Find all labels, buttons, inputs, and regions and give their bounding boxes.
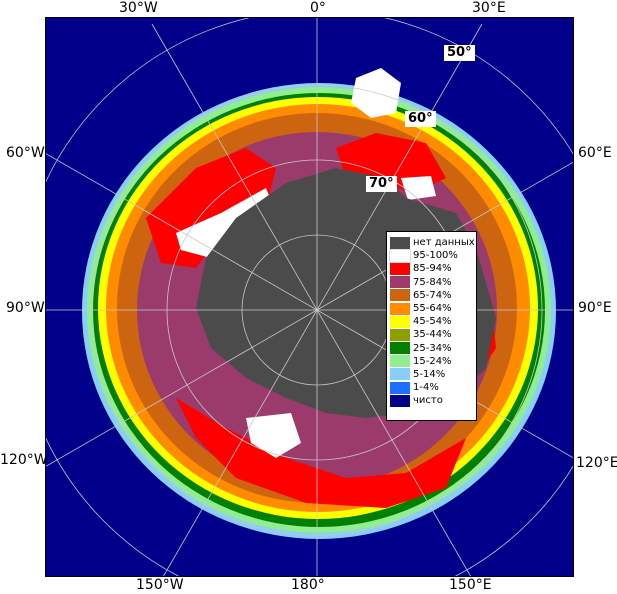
legend-item: 85-94% — [390, 262, 476, 275]
legend-label: 35-44% — [413, 329, 452, 341]
legend-label: чисто — [413, 395, 443, 407]
legend-swatch — [390, 236, 410, 249]
legend-swatch — [390, 315, 410, 328]
lon-label-180: 180° — [291, 577, 325, 593]
legend-label: 65-74% — [413, 289, 452, 301]
legend-swatch — [390, 381, 410, 394]
legend-swatch — [390, 276, 410, 289]
meridian-60e-120w — [46, 161, 573, 467]
legend-label: 1-4% — [413, 382, 439, 394]
legend-swatch — [390, 302, 410, 315]
legend-item: 95-100% — [389, 248, 476, 263]
legend-item: 45-54% — [390, 315, 476, 328]
legend-swatch — [390, 394, 410, 407]
legend-item: 1-4% — [390, 381, 476, 394]
legend-swatch — [390, 262, 410, 275]
lon-label-90w: 90°W — [6, 300, 45, 316]
lon-label-30e: 30°E — [472, 0, 506, 16]
legend-item: 5-14% — [390, 368, 476, 381]
legend-item: 25-34% — [390, 342, 476, 355]
legend-label: нет данных — [413, 237, 475, 249]
sea-ice-map — [46, 18, 573, 576]
ice-patch-95-100-northeast — [401, 176, 436, 200]
legend-label: 85-94% — [413, 263, 452, 275]
legend-label: 55-64% — [413, 303, 452, 315]
legend-swatch — [390, 342, 410, 355]
map-frame: 50° 60° 70° нет данных 95-100% 85-94% 75-84… — [45, 17, 574, 577]
lon-label-60w: 60°W — [6, 145, 45, 161]
legend-item: 15-24% — [390, 355, 476, 368]
lon-label-120e: 120°E — [576, 455, 617, 471]
lon-label-150w: 150°W — [136, 577, 184, 593]
legend-label: 75-84% — [413, 276, 452, 288]
legend-item: нет данных — [390, 236, 476, 249]
legend-label: 95-100% — [413, 250, 458, 262]
concentration-legend: нет данных 95-100% 85-94% 75-84% 65-74% 55-64… — [386, 231, 477, 421]
lon-label-0: 0° — [310, 0, 326, 16]
legend-label: 5-14% — [413, 368, 446, 380]
legend-label: 15-24% — [413, 355, 452, 367]
legend-item: 65-74% — [390, 289, 476, 302]
lat-label-50: 50° — [444, 45, 475, 61]
lon-label-60e: 60°E — [578, 145, 612, 161]
legend-item: 35-44% — [390, 328, 476, 341]
legend-label: 45-54% — [413, 316, 452, 328]
legend-swatch — [390, 355, 410, 368]
legend-item: 55-64% — [390, 302, 476, 315]
lat-label-60: 60° — [405, 111, 436, 127]
legend-swatch — [389, 248, 411, 263]
legend-swatch — [390, 289, 410, 302]
legend-item: чисто — [390, 394, 476, 407]
legend-label: 25-34% — [413, 342, 452, 354]
lon-label-150e: 150°E — [449, 577, 492, 593]
legend-swatch — [390, 328, 410, 341]
lon-label-90e: 90°E — [578, 300, 612, 316]
legend-swatch — [390, 368, 410, 381]
ice-patch-85-94-south — [176, 398, 466, 508]
lon-label-120w: 120°W — [0, 452, 48, 468]
ice-patch-95-100-south — [246, 413, 301, 458]
lon-label-30w: 30°W — [119, 0, 158, 16]
lat-label-70: 70° — [366, 176, 397, 192]
legend-item: 75-84% — [390, 276, 476, 289]
